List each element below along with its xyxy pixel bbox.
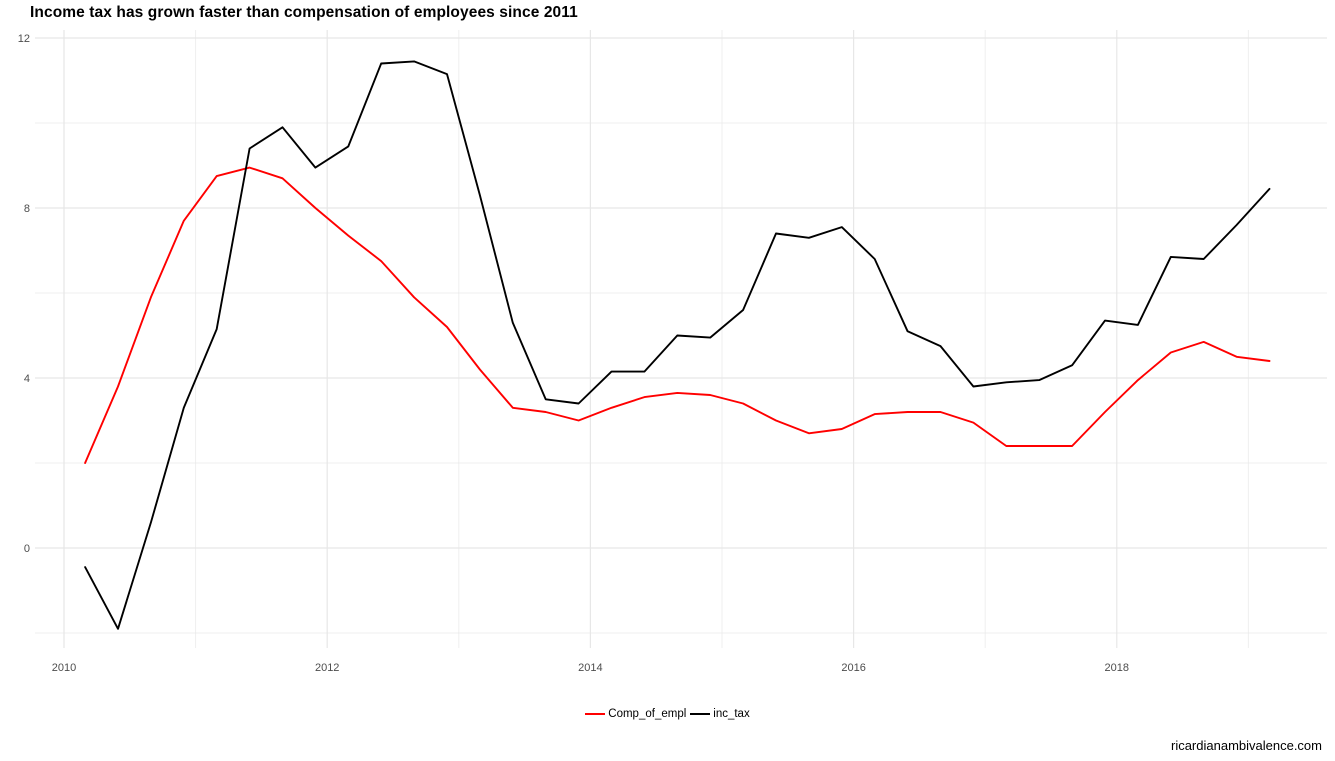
legend-item-comp-of-empl: Comp_of_empl (585, 708, 686, 720)
x-tick-label: 2010 (52, 662, 76, 674)
chart-legend: Comp_of_empl inc_tax (0, 708, 1335, 720)
minor-gridlines (35, 30, 1327, 648)
major-gridlines (35, 30, 1327, 648)
legend-item-inc-tax: inc_tax (690, 708, 750, 720)
series-lines (84, 60, 1271, 630)
inc-tax-line (84, 60, 1271, 630)
comp-of-empl-line-swatch (585, 713, 606, 715)
x-tick-label: 2018 (1105, 662, 1129, 674)
x-tick-label: 2014 (578, 662, 602, 674)
legend-label-inc-tax: inc_tax (713, 708, 750, 720)
x-tick-label: 2012 (315, 662, 339, 674)
x-tick-label: 2016 (841, 662, 865, 674)
y-tick-label: 12 (18, 33, 30, 45)
y-tick-label: 0 (24, 543, 30, 555)
y-tick-label: 4 (24, 373, 30, 385)
inc-tax-line-swatch (690, 713, 711, 715)
y-axis-tick-labels: 0 4 8 12 (18, 33, 30, 555)
y-tick-label: 8 (24, 203, 30, 215)
comp-of-empl-line (84, 166, 1271, 464)
x-axis-tick-labels: 2010 2012 2014 2016 2018 (52, 662, 1129, 674)
legend-label-comp-of-empl: Comp_of_empl (608, 708, 687, 720)
chart-title: Income tax has grown faster than compens… (30, 4, 578, 21)
watermark: ricardianambivalence.com (1170, 738, 1322, 753)
